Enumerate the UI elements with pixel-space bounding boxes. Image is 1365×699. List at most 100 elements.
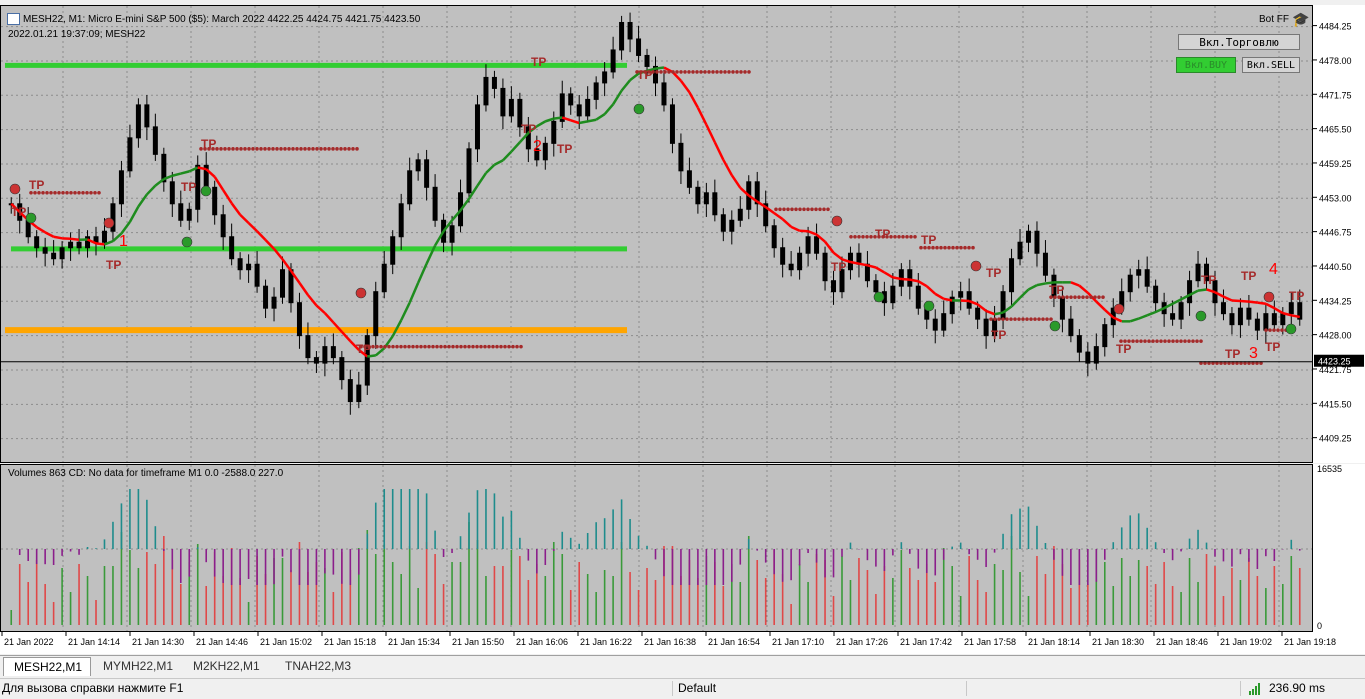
tp-dot: [223, 147, 227, 151]
candle-body: [1103, 325, 1107, 347]
trade-marker: [10, 184, 20, 194]
moving-average-segment: [706, 125, 714, 143]
tp-dot: [1264, 328, 1268, 332]
candle-body: [721, 215, 725, 231]
moving-average-segment: [511, 142, 519, 151]
candle-body: [798, 253, 802, 269]
hand-annotation: 4: [1269, 261, 1278, 278]
status-divider: [672, 681, 673, 696]
tp-label: TP: [356, 342, 371, 356]
ping-value: 236.90 ms: [1269, 681, 1325, 695]
moving-average-segment: [927, 286, 935, 294]
tp-dot: [901, 235, 905, 239]
candle-body: [611, 50, 615, 72]
candle-body: [908, 270, 912, 286]
tp-dot: [263, 147, 267, 151]
tp-label: TP: [181, 180, 196, 194]
moving-average-segment: [1249, 302, 1257, 303]
candle-body: [1289, 303, 1293, 314]
tp-dot: [45, 191, 49, 195]
candle-body: [1069, 319, 1073, 335]
tp-dot: [1049, 317, 1053, 321]
moving-average-segment: [622, 80, 630, 90]
tp-dot: [319, 147, 323, 151]
tp-dot: [727, 70, 731, 74]
chart-tabs: MESH22,M1 MYMH22,M1 M2KH22,M1 TNAH22,M3: [0, 655, 1365, 678]
moving-average-segment: [859, 264, 867, 266]
candle-body: [704, 193, 708, 204]
candle-body: [264, 286, 268, 308]
time-tick-label: 21 Jan 16:22: [580, 637, 632, 647]
trade-marker: [971, 261, 981, 271]
candle-body: [662, 83, 666, 105]
time-tick-label: 21 Jan 2022: [4, 637, 54, 647]
candle-body: [323, 347, 327, 363]
candle-body: [959, 292, 963, 297]
candle-body: [1060, 297, 1064, 319]
tab-tnah22-m3[interactable]: TNAH22,M3: [275, 657, 363, 676]
tp-dot: [447, 345, 451, 349]
moving-average-segment: [1139, 315, 1147, 318]
candle-body: [1264, 314, 1268, 330]
moving-average-segment: [605, 104, 613, 114]
candle-body: [696, 187, 700, 203]
tab-mymh22-m1[interactable]: MYMH22,M1: [93, 657, 181, 676]
tp-dot: [943, 246, 947, 250]
moving-average-segment: [54, 237, 62, 239]
moving-average-segment: [155, 179, 163, 186]
tp-dot: [1021, 317, 1025, 321]
candle-body: [399, 204, 403, 237]
tp-dot: [371, 345, 375, 349]
candle-body: [1247, 308, 1251, 319]
enable-sell-button[interactable]: Вкл.SELL: [1242, 57, 1300, 73]
tp-dot: [691, 70, 695, 74]
tab-mesh22-m1[interactable]: MESH22,M1: [3, 657, 91, 676]
tp-dot: [65, 191, 69, 195]
candle-body: [1137, 270, 1141, 275]
tp-dot: [1073, 295, 1077, 299]
tp-dot: [1005, 317, 1009, 321]
candle-body: [314, 358, 318, 363]
moving-average-segment: [791, 227, 799, 231]
time-tick-label: 21 Jan 17:58: [964, 637, 1016, 647]
enable-trading-button[interactable]: Вкл.Торговлю: [1178, 34, 1300, 50]
moving-average-segment: [1198, 289, 1206, 290]
time-tick-label: 21 Jan 15:50: [452, 637, 504, 647]
tp-dot: [1187, 339, 1191, 343]
volume-subwindow[interactable]: Volumes 863 CD: No data for timeframe M1…: [0, 464, 1313, 632]
tp-dot: [77, 191, 81, 195]
price-tick-label: 4428.00: [1319, 331, 1352, 341]
tp-dot: [467, 345, 471, 349]
tp-dot: [822, 207, 826, 211]
candle-body: [1238, 308, 1242, 324]
chart-datetime: 2022.01.21 19:37:09; MESH22: [8, 29, 145, 40]
time-tick-label: 21 Jan 17:10: [772, 637, 824, 647]
tp-dot: [347, 147, 351, 151]
tp-label: TP: [1049, 283, 1064, 297]
tp-dot: [443, 345, 447, 349]
tp-dot: [1089, 295, 1093, 299]
candle-body: [1230, 314, 1234, 325]
candle-body: [645, 55, 649, 66]
tp-dot: [471, 345, 475, 349]
tp-dot: [703, 70, 707, 74]
moving-average-segment: [1028, 285, 1036, 289]
volume-scale: 16535 0: [1313, 464, 1365, 632]
enable-buy-button[interactable]: Вкл.BUY: [1176, 57, 1236, 73]
tp-dot: [61, 191, 65, 195]
tp-dot: [387, 345, 391, 349]
tab-m2kh22-m1[interactable]: M2KH22,M1: [183, 657, 273, 676]
moving-average-segment: [1071, 282, 1079, 285]
moving-average-segment: [613, 91, 621, 105]
candle-body: [942, 314, 946, 330]
moving-average-segment: [774, 213, 782, 219]
tp-dot: [865, 235, 869, 239]
current-price-label: 4423.25: [1318, 357, 1351, 367]
moving-average-segment: [732, 175, 740, 188]
candle-body: [501, 88, 505, 115]
